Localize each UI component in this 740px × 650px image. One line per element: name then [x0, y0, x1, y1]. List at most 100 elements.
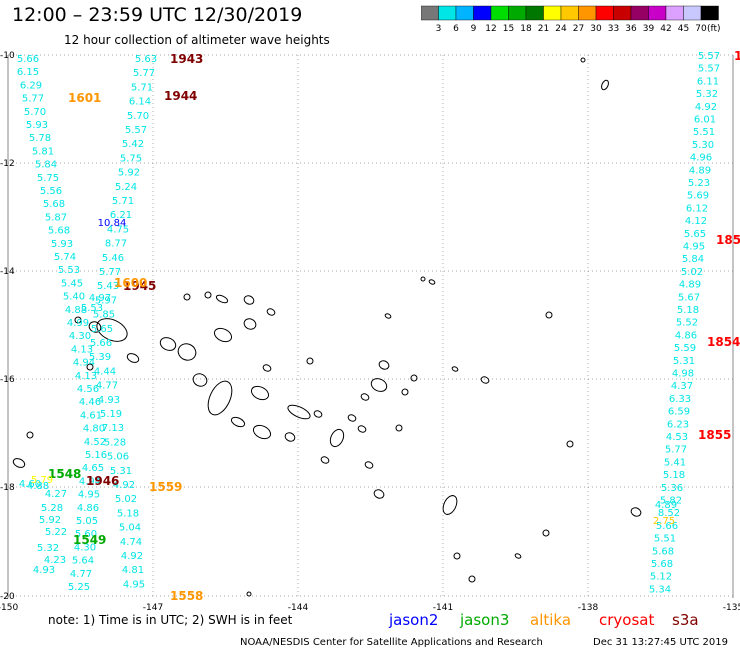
- island-outline: [230, 416, 246, 428]
- wave-height-value: 10.84: [98, 218, 127, 229]
- island-outline: [306, 357, 314, 365]
- wave-height-value: 5.66: [656, 521, 678, 532]
- wave-height-value: 5.28: [104, 437, 126, 448]
- wave-height-value: 4.77: [96, 381, 118, 392]
- wave-height-value: 4.75: [107, 224, 129, 235]
- wave-height-value: 5.70: [24, 107, 46, 118]
- wave-height-value: 5.77: [99, 267, 121, 278]
- wave-height-value: 4.30: [69, 331, 91, 342]
- wave-height-value: 4.94: [73, 358, 95, 369]
- wave-height-value: 5.77: [22, 94, 44, 105]
- wave-height-value: 4.99: [67, 318, 89, 329]
- island-outline: [468, 575, 476, 583]
- wave-height-value: 4.37: [671, 381, 693, 392]
- color-scale-label: 45: [678, 24, 689, 34]
- island-outline: [192, 373, 208, 387]
- island-outline: [401, 388, 409, 396]
- legend-item-cryosat: cryosat: [599, 611, 654, 629]
- wave-height-value: 4.74: [120, 537, 142, 548]
- wave-height-value: 5.02: [681, 267, 703, 278]
- island-outline: [287, 404, 311, 420]
- wave-height-value: 4.93: [33, 565, 55, 576]
- lat-tick-label: -10: [0, 51, 15, 61]
- island-outline: [243, 318, 257, 330]
- wave-height-value: 5.75: [37, 173, 59, 184]
- wave-height-value: 4.30: [74, 542, 96, 553]
- color-scale-label: 3: [436, 24, 442, 34]
- wave-height-value: 4.92: [121, 551, 143, 562]
- wave-height-value: 5.67: [678, 292, 700, 303]
- pass-time-label: 185: [716, 233, 740, 247]
- island-outline: [215, 294, 229, 304]
- island-outline: [204, 291, 212, 299]
- wave-height-value: 5.53: [58, 265, 80, 276]
- island-outline: [357, 425, 367, 433]
- color-swatch: [648, 5, 667, 21]
- wave-height-value: 4.52: [84, 437, 106, 448]
- color-scale-label: 42: [660, 24, 671, 34]
- island-outline: [183, 293, 191, 301]
- wave-height-value: 4.13: [71, 344, 93, 355]
- wave-height-value: 6.21: [110, 210, 132, 221]
- wave-height-value: 5.56: [40, 186, 62, 197]
- pass-time-label: 1600: [114, 276, 147, 290]
- wave-height-value: 5.65: [684, 229, 706, 240]
- wave-height-value: 5.45: [61, 278, 83, 289]
- wave-height-value: 5.02: [115, 494, 137, 505]
- color-scale-label: 6: [453, 24, 459, 34]
- footer-credit: NOAA/NESDIS Center for Satellite Applica…: [240, 637, 543, 648]
- wave-height-value: 4.46: [79, 397, 101, 408]
- wave-height-value: 5.39: [89, 352, 111, 363]
- lon-tick-label: -138: [578, 603, 599, 613]
- color-swatch: [438, 5, 457, 21]
- wave-height-value: 5.70: [127, 111, 149, 122]
- wave-height-value: 5.16: [85, 450, 107, 461]
- wave-height-value: 4.96: [690, 153, 712, 164]
- wave-height-value: 4.56: [77, 384, 99, 395]
- wave-height-value: 4.89: [689, 165, 711, 176]
- wave-height-value: 4.65: [82, 463, 104, 474]
- wave-height-value: 5.92: [39, 515, 61, 526]
- wave-height-value: 5.46: [102, 253, 124, 264]
- island-outline: [266, 308, 276, 316]
- color-swatch: [543, 5, 562, 21]
- wave-height-value: 5.22: [45, 527, 67, 538]
- color-swatch: [665, 5, 684, 21]
- island-outline: [213, 327, 233, 343]
- lat-tick-label: -14: [0, 267, 15, 277]
- pass-time-label: 1945: [123, 279, 156, 293]
- wave-height-value: 5.18: [677, 305, 699, 316]
- wave-height-value: 5.92: [118, 168, 140, 179]
- wave-height-value: 5.64: [72, 556, 94, 567]
- color-swatch: [473, 5, 492, 21]
- wave-height-value: 5.66: [90, 338, 112, 349]
- wave-height-value: 5.68: [48, 226, 70, 237]
- color-scale-label: 15: [503, 24, 514, 34]
- wave-height-value: 6.23: [667, 419, 689, 430]
- wave-height-value: 5.41: [664, 457, 686, 468]
- footer-timestamp: Dec 31 13:27:45 UTC 2019: [593, 637, 728, 648]
- wave-height-value: 5.82: [660, 496, 682, 507]
- pass-time-label: 1548: [48, 467, 81, 481]
- wave-height-value: 5.93: [26, 120, 48, 131]
- wave-height-value: 5.57: [698, 51, 720, 62]
- color-swatch: [578, 5, 597, 21]
- lat-tick-label: -16: [0, 375, 15, 385]
- wave-height-value: 6.29: [20, 80, 42, 91]
- pass-time-label: 1558: [170, 589, 203, 603]
- wave-height-value: 5.18: [663, 470, 685, 481]
- wave-height-value: 4.13: [75, 371, 97, 382]
- island-outline: [384, 313, 392, 319]
- lon-tick-label: -144: [288, 603, 309, 613]
- lon-tick-label: -150: [0, 603, 18, 613]
- wave-height-value: 5.04: [119, 523, 141, 534]
- wave-height-value: 5.32: [696, 89, 718, 100]
- island-outline: [329, 428, 345, 448]
- island-outline: [601, 79, 609, 91]
- wave-height-value: 4.89: [655, 500, 677, 511]
- wave-height-value: 5.25: [68, 582, 90, 593]
- island-outline: [207, 380, 233, 416]
- pass-time-label: 1559: [149, 480, 182, 494]
- island-outline: [12, 458, 26, 468]
- color-scale-label: 21: [538, 24, 549, 34]
